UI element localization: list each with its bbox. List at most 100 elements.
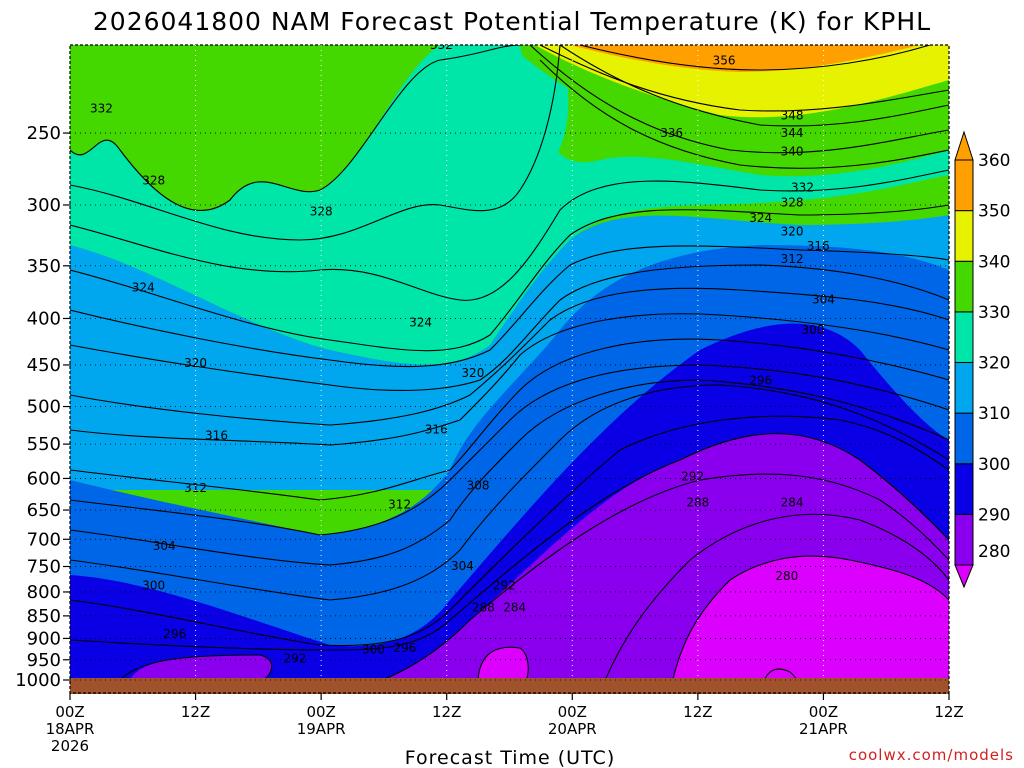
contour-label-text: 288 (472, 600, 495, 614)
contour-label-text: 312 (781, 252, 804, 266)
y-tick-label: 800 (27, 582, 61, 603)
contour-label-text: 324 (132, 281, 155, 295)
band-350 (570, 45, 920, 72)
y-tick-label: 600 (27, 468, 61, 489)
contour-label: 292 (493, 578, 516, 592)
contour-label-text: 304 (812, 292, 835, 306)
contour-label: 348 (781, 108, 804, 122)
x-tick-label: 12Z (934, 703, 963, 721)
contour-label-text: 332 (791, 180, 814, 194)
x-tick-label: 19APR (297, 720, 346, 738)
contour-label-text: 320 (781, 225, 804, 239)
y-tick-label: 550 (27, 434, 61, 455)
colorbar-tick-label: 360 (978, 151, 1010, 171)
contour-label: 332 (791, 180, 814, 194)
contour-label: 304 (812, 292, 835, 306)
contour-label-text: 324 (409, 315, 432, 329)
colorbar-tick-label: 340 (978, 252, 1010, 272)
contour-label: 316 (425, 423, 448, 437)
contour-label: 356 (713, 53, 736, 67)
y-tick-label: 450 (27, 355, 61, 376)
colorbar-tick-label: 350 (978, 202, 1010, 222)
contour-label: 296 (749, 373, 772, 387)
contour-label: 324 (409, 315, 432, 329)
contour-label-text: 320 (461, 366, 484, 380)
contour-label-text: 356 (713, 53, 736, 67)
colorbar-segment (954, 463, 974, 515)
x-tick-label: 20APR (548, 720, 597, 738)
colorbar-tick-label: 310 (978, 404, 1010, 424)
x-tick-label: 00Z (55, 703, 84, 721)
y-tick-label: 1000 (15, 670, 61, 691)
contour-label-text: 316 (205, 428, 228, 442)
contour-label-text: 332 (430, 38, 453, 52)
plot-frame (69, 44, 950, 694)
band-340 (535, 45, 949, 118)
contour-label-text: 340 (781, 145, 804, 159)
x-tick-label: 12Z (432, 703, 461, 721)
chart-title: 2026041800 NAM Forecast Potential Temper… (93, 7, 931, 36)
contour-label: 312 (184, 481, 207, 495)
contour-label: 284 (503, 600, 526, 614)
contour-label-text: 288 (686, 496, 709, 510)
contour-label-text: 296 (749, 373, 772, 387)
contour-label-text: 300 (362, 643, 385, 657)
y-tick-label: 950 (27, 650, 61, 671)
contour-label-text: 292 (284, 652, 307, 666)
contour-label: 296 (393, 641, 416, 655)
y-tick-label: 400 (27, 308, 61, 329)
y-tick-label: 350 (27, 256, 61, 277)
contour-label: 288 (472, 600, 495, 614)
x-axis-title: Forecast Time (UTC) (405, 747, 615, 768)
y-tick-label: 750 (27, 556, 61, 577)
contour-label-text: 336 (660, 126, 683, 140)
band-lt280-pocket (478, 647, 529, 682)
x-tick-label: 21APR (799, 720, 848, 738)
colorbar-tick-label: 330 (978, 303, 1010, 323)
x-tick-label: 12Z (181, 703, 210, 721)
contour-label: 316 (807, 239, 830, 253)
y-tick-label: 250 (27, 123, 61, 144)
contour-label: 304 (153, 539, 176, 553)
contour-label-text: 316 (807, 239, 830, 253)
contour-label-text: 312 (388, 498, 411, 512)
contour-label-text: 296 (393, 641, 416, 655)
contour-label: 316 (205, 428, 228, 442)
contour-label: 308 (467, 479, 490, 493)
contour-label-text: 344 (781, 126, 804, 140)
y-tick-label: 850 (27, 606, 61, 627)
colorbar-segment (954, 513, 974, 566)
band-280-lowleft (130, 655, 272, 680)
contour-label-text: 312 (184, 481, 207, 495)
contour-label-text: 292 (493, 578, 516, 592)
contour-label: 292 (284, 652, 307, 666)
y-tick-label: 500 (27, 397, 61, 418)
contour-label: 292 (681, 469, 704, 483)
contour-label: 328 (781, 195, 804, 209)
contour-label: 304 (451, 559, 474, 573)
colorbar-top-arrow (954, 130, 974, 161)
contour-label-text: 320 (184, 356, 207, 370)
colorbar-segment (954, 210, 974, 262)
contour-label: 324 (749, 211, 772, 225)
ground-surface (70, 678, 949, 694)
band-lt280 (670, 556, 949, 693)
contour-label: 296 (163, 627, 186, 641)
contour-label: 300 (362, 643, 385, 657)
contour-label-text: 280 (775, 569, 798, 583)
contour-label: 320 (461, 366, 484, 380)
band-320-left (70, 45, 949, 365)
y-tick-label: 650 (27, 500, 61, 521)
contour-label: 288 (686, 496, 709, 510)
contour-label: 332 (90, 102, 113, 116)
y-tick-label: 700 (27, 529, 61, 550)
x-tick-label: 2026 (51, 737, 89, 755)
y-axis: 2503003504004505005506006507007508008509… (15, 123, 70, 691)
credit-text: coolwx.com/models (849, 746, 1014, 764)
contour-label: 324 (132, 281, 155, 295)
contour-label: 328 (142, 174, 165, 188)
contour-label: 336 (660, 126, 683, 140)
contour-label-text: 308 (467, 479, 490, 493)
